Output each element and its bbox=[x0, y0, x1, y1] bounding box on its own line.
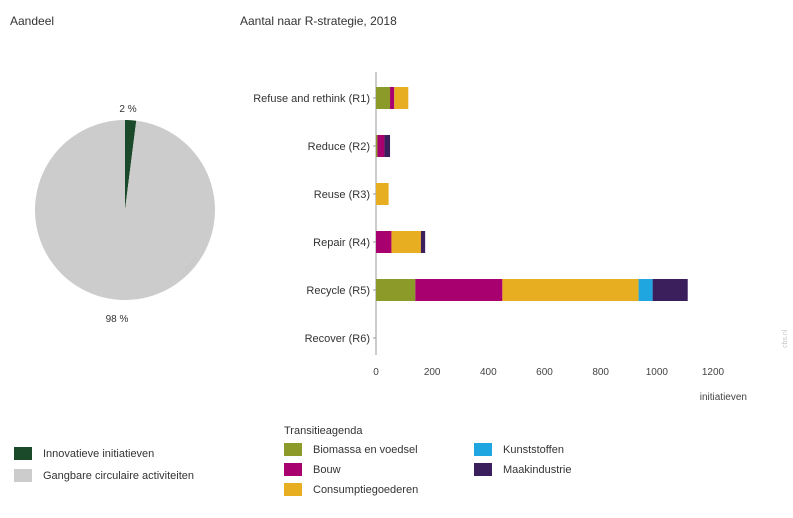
bar-legend-swatch bbox=[284, 443, 302, 456]
pie-label-innovatief: 2 % bbox=[119, 104, 136, 115]
bar-segment-3-4 bbox=[638, 279, 653, 301]
pie-chart: 2 %98 %cbs.nl bbox=[34, 104, 215, 325]
bar-legend-item-3: Maakindustrie bbox=[474, 463, 624, 476]
bar-legend-label: Bouw bbox=[313, 463, 341, 476]
bar-segment-2-2 bbox=[376, 183, 389, 205]
pie-legend: Innovatieve initiatieven Gangbare circula… bbox=[14, 447, 194, 482]
pie-slice-1 bbox=[34, 120, 215, 300]
bar-segment-1-1 bbox=[377, 135, 385, 157]
bar-segment-2-3 bbox=[391, 231, 421, 253]
bar-legend-swatch bbox=[284, 483, 302, 496]
bar-chart: Refuse and rethink (R1) Reduce (R2) Reuse … bbox=[253, 72, 789, 403]
bar-watermark: cbs.nl bbox=[782, 329, 789, 348]
bar-legend-swatch bbox=[474, 443, 492, 456]
x-tick-label: 1200 bbox=[702, 367, 725, 378]
category-label: Refuse and rethink (R1) bbox=[253, 93, 370, 105]
bar-legend-swatch bbox=[284, 463, 302, 476]
category-label: Repair (R4) bbox=[313, 237, 370, 249]
pie-legend-label: Gangbare circulaire activiteiten bbox=[43, 469, 195, 482]
bar-legend-label: Maakindustrie bbox=[503, 463, 572, 476]
bar-segment-4-1 bbox=[384, 135, 391, 157]
pie-legend-swatch bbox=[14, 447, 32, 460]
pie-legend-label: Innovatieve initiatieven bbox=[43, 447, 155, 460]
bar-legend-label: Consumptiegoederen bbox=[313, 483, 419, 496]
pie-legend-item-1: Gangbare circulaire activiteiten bbox=[14, 469, 194, 482]
pie-label-gangbaar: 98 % bbox=[106, 314, 129, 325]
category-label: Reduce (R2) bbox=[308, 141, 370, 153]
category-label: Recover (R6) bbox=[305, 333, 370, 345]
legend-title: Transitieagenda bbox=[284, 425, 363, 437]
bar-legend-item-2: Bouw bbox=[284, 463, 474, 476]
x-tick-label: 600 bbox=[536, 367, 553, 378]
bar-legend-item-1: Kunststoffen bbox=[474, 443, 624, 456]
bar-legend-label: Kunststoffen bbox=[503, 443, 564, 456]
bar-segment-4-4 bbox=[652, 279, 688, 301]
bar-legend-item-4: Consumptiegoederen bbox=[284, 483, 474, 496]
bar-segment-1-0 bbox=[390, 87, 395, 109]
pie-title: Aandeel bbox=[10, 14, 55, 28]
bar-legend-label: Biomassa en voedsel bbox=[313, 443, 418, 456]
x-axis-label: initiatieven bbox=[700, 392, 747, 403]
pie-legend-item-0: Innovatieve initiatieven bbox=[14, 447, 194, 460]
bar-title: Aantal naar R-strategie, 2018 bbox=[240, 14, 397, 28]
pie-legend-swatch bbox=[14, 469, 32, 482]
bar-segment-1-3 bbox=[376, 231, 392, 253]
bar-segment-1-4 bbox=[415, 279, 503, 301]
bar-segment-0-0 bbox=[376, 87, 391, 109]
pie-slice-0 bbox=[125, 120, 137, 210]
category-label: Reuse (R3) bbox=[314, 189, 370, 201]
bar-segment-2-0 bbox=[394, 87, 409, 109]
x-tick-label: 400 bbox=[480, 367, 497, 378]
bar-legend-swatch bbox=[474, 463, 492, 476]
x-tick-label: 200 bbox=[424, 367, 441, 378]
bar-segment-0-1 bbox=[376, 135, 378, 157]
bar-segment-4-3 bbox=[420, 231, 426, 253]
x-tick-label: 1000 bbox=[646, 367, 669, 378]
x-tick-label: 0 bbox=[373, 367, 379, 378]
bar-legend-item-0: Biomassa en voedsel bbox=[284, 443, 474, 456]
bar-segment-0-4 bbox=[376, 279, 416, 301]
x-tick-label: 800 bbox=[592, 367, 609, 378]
category-label: Recycle (R5) bbox=[306, 285, 370, 297]
bar-legend: Transitieagenda Biomassa en voedsel Kunst… bbox=[284, 425, 624, 496]
bar-segment-2-4 bbox=[502, 279, 639, 301]
